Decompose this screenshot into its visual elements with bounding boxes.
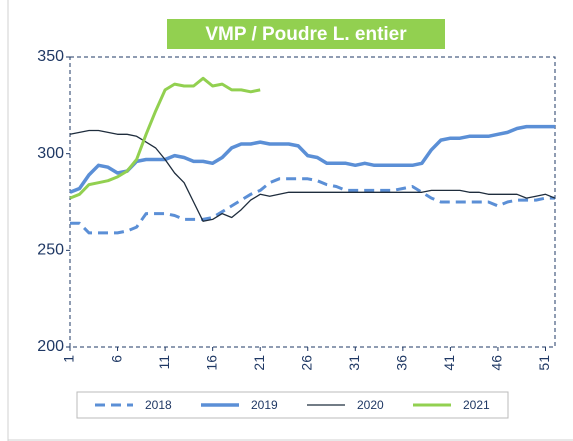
series-line <box>69 129 556 222</box>
y-tick-label: 300 <box>37 145 64 162</box>
chart-title: VMP / Poudre L. entier <box>205 24 407 45</box>
x-tick-label: 41 <box>441 355 457 371</box>
legend-label: 2019 <box>251 398 278 412</box>
y-tick-label: 200 <box>37 338 64 355</box>
plot-frame <box>69 56 556 348</box>
x-tick-label: 6 <box>108 355 124 363</box>
legend-label: 2020 <box>357 398 384 412</box>
y-tick-label: 350 <box>37 48 64 65</box>
legend-label: 2018 <box>145 398 172 412</box>
x-tick-label: 16 <box>203 355 219 371</box>
x-tick-label: 1 <box>61 355 77 363</box>
series-line <box>69 76 261 200</box>
x-tick-label: 31 <box>346 355 362 371</box>
series-line <box>70 177 555 235</box>
title-box <box>167 19 445 49</box>
x-tick-label: 26 <box>298 355 314 371</box>
series-line <box>69 124 555 194</box>
legend-box <box>76 391 509 419</box>
x-tick-label: 51 <box>536 355 552 371</box>
x-tick-label: 11 <box>156 355 172 370</box>
y-tick-label: 250 <box>37 242 64 259</box>
legend-label: 2021 <box>463 398 490 412</box>
x-tick-label: 21 <box>251 355 267 371</box>
x-tick-label: 36 <box>394 355 410 371</box>
x-tick-label: 46 <box>489 355 505 371</box>
